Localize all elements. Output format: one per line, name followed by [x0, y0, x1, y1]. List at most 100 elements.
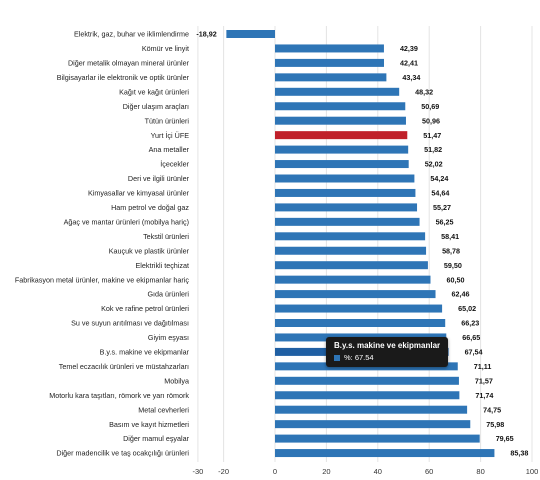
data-label: 59,50 — [444, 261, 462, 270]
x-tick-label: 0 — [273, 467, 277, 476]
x-tick-label: 20 — [322, 467, 330, 476]
bar[interactable] — [275, 261, 428, 270]
category-label: Kok ve rafine petrol ürünleri — [101, 304, 189, 313]
category-label: Diğer madencilik ve taş ocakçılığı ürünl… — [56, 449, 189, 458]
bar[interactable] — [275, 102, 406, 111]
x-tick-label: 80 — [476, 467, 484, 476]
category-label: Kağıt ve kağıt ürünleri — [119, 87, 189, 96]
bar[interactable] — [275, 203, 418, 212]
bar[interactable] — [275, 246, 427, 255]
data-label: 71,11 — [474, 362, 492, 371]
bar[interactable] — [275, 145, 409, 154]
bars — [226, 30, 495, 458]
category-label: Elektrikli teçhizat — [135, 261, 189, 270]
data-label: 66,23 — [461, 319, 479, 328]
bar[interactable] — [275, 232, 426, 241]
data-label: 52,02 — [425, 160, 443, 169]
bar[interactable] — [275, 131, 408, 140]
category-label: Deri ve ilgili ürünler — [128, 174, 190, 183]
bar[interactable] — [275, 87, 400, 96]
bar[interactable] — [275, 188, 416, 197]
category-label: Kimyasallar ve kimyasal ürünler — [88, 189, 190, 198]
bar[interactable] — [275, 420, 471, 429]
category-labels: Elektrik, gaz, buhar ve iklimlendirme Köm… — [15, 30, 190, 458]
data-label: 60,50 — [446, 275, 464, 284]
category-label: Diğer mamul eşyalar — [123, 434, 190, 443]
category-label: Ham petrol ve doğal gaz — [111, 203, 189, 212]
data-label: 54,24 — [430, 174, 448, 183]
x-tick-label: 100 — [526, 467, 539, 476]
bar[interactable] — [275, 217, 420, 226]
data-label: 79,65 — [496, 434, 514, 443]
tooltip-series-swatch — [334, 354, 340, 361]
data-label: 42,39 — [400, 44, 418, 53]
data-label: 43,34 — [402, 73, 420, 82]
data-label: 74,75 — [483, 405, 501, 414]
bar[interactable] — [275, 319, 446, 327]
category-label: Motorlu kara taşıtları, römork ve yarı r… — [49, 391, 189, 400]
data-label: 55,27 — [433, 203, 451, 212]
category-label: B.y.s. makine ve ekipmanlar — [100, 348, 190, 357]
data-label: 50,96 — [422, 116, 440, 125]
data-label: 51,47 — [423, 131, 441, 140]
bar[interactable] — [275, 405, 468, 414]
data-label: 66,65 — [462, 333, 480, 342]
bar[interactable] — [275, 304, 443, 313]
bar[interactable] — [275, 449, 495, 458]
x-tick-label: 60 — [425, 467, 433, 476]
bar[interactable] — [275, 44, 384, 53]
category-label: Giyim eşyası — [148, 333, 189, 342]
bar[interactable] — [275, 73, 387, 82]
bar[interactable] — [275, 290, 436, 299]
category-label: Elektrik, gaz, buhar ve iklimlendirme — [74, 30, 189, 39]
bar[interactable] — [275, 160, 409, 169]
data-label: 50,69 — [421, 102, 439, 111]
data-label: 42,41 — [400, 59, 418, 68]
tooltip-title: B.y.s. makine ve ekipmanlar — [334, 341, 441, 350]
category-label: Ana metaller — [149, 145, 190, 154]
data-label: 56,25 — [436, 217, 454, 226]
category-label: Tütün ürünleri — [145, 116, 190, 125]
category-label: Su ve suyun arıtılması ve dağıtılması — [71, 319, 189, 328]
x-tick-label: -30 — [192, 467, 203, 476]
data-label: 58,78 — [442, 246, 460, 255]
data-label: 51,82 — [424, 145, 442, 154]
data-label: 48,32 — [415, 87, 433, 96]
data-label: 85,38 — [510, 449, 528, 458]
tooltip-value: %: 67.54 — [344, 353, 374, 362]
category-label: Kauçuk ve plastik ürünler — [109, 246, 190, 255]
category-label: Bilgisayarlar ile elektronik ve optik ür… — [57, 73, 190, 82]
category-label: Kömür ve linyit — [142, 44, 189, 53]
bar[interactable] — [275, 391, 460, 400]
category-label: Yurt İçi ÜFE — [151, 131, 190, 140]
category-label: Diğer metalik olmayan mineral ürünler — [68, 59, 190, 68]
data-label: 67,54 — [465, 348, 483, 357]
category-label: İçecekler — [160, 160, 189, 169]
data-label: 54,64 — [431, 189, 449, 198]
category-label: Ağaç ve mantar ürünleri (mobilya hariç) — [64, 217, 189, 226]
bar[interactable] — [275, 174, 415, 183]
bar[interactable] — [275, 58, 384, 67]
category-label: Mobilya — [164, 376, 189, 385]
data-label: 62,46 — [452, 290, 470, 299]
bar[interactable] — [275, 275, 431, 284]
chart-tooltip: B.y.s. makine ve ekipmanlar %: 67.54 — [326, 337, 449, 367]
data-label: 75,98 — [486, 420, 504, 429]
x-tick-label: -20 — [218, 467, 229, 476]
bar[interactable] — [226, 30, 275, 38]
grid-lines — [197, 26, 533, 462]
bar[interactable] — [275, 376, 459, 385]
category-label: Tekstil ürünleri — [143, 232, 189, 241]
category-label: Metal cevherleri — [138, 405, 189, 414]
data-label: 65,02 — [458, 304, 476, 313]
data-label: 58,41 — [441, 232, 459, 241]
category-label: Gıda ürünleri — [147, 290, 189, 299]
bar[interactable] — [275, 116, 406, 125]
category-label: Temel eczacılık ürünleri ve müstahzarlar… — [59, 362, 189, 371]
bar[interactable] — [275, 434, 480, 443]
x-tick-label: 40 — [374, 467, 382, 476]
category-label: Fabrikasyon metal ürünler, makine ve eki… — [15, 275, 190, 284]
category-label: Basım ve kayıt hizmetleri — [109, 420, 189, 429]
tooltip-value-row: %: 67.54 — [334, 353, 440, 362]
